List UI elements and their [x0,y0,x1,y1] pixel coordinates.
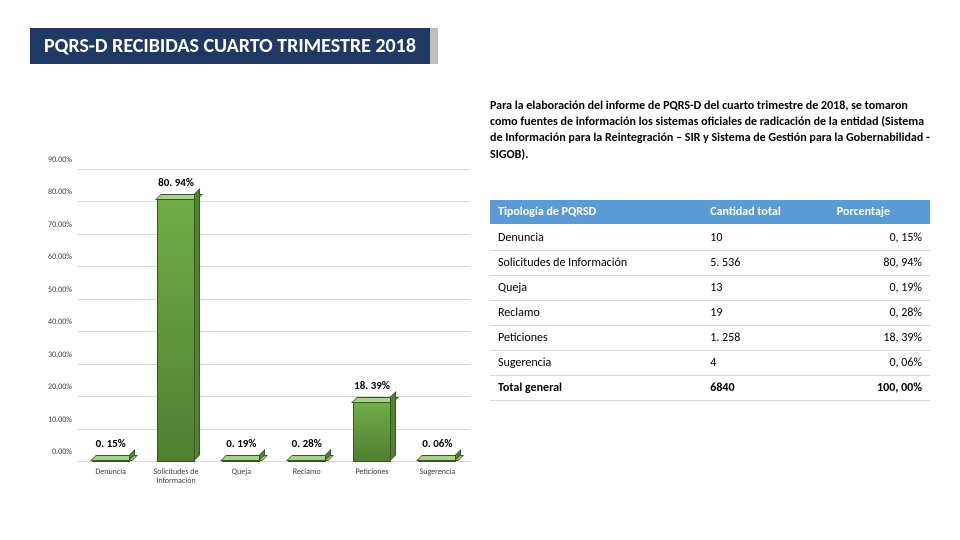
x-axis-label: Sugerencia [405,468,469,477]
y-axis-label: 60.00% [30,252,72,262]
table-cell: 5. 536 [702,251,829,276]
bar-chart: 0.00% 10.00% 20.00% 30.00% 40.00% 50.00% 60.00… [30,170,470,490]
grid-line [78,169,470,170]
y-axis-label: 50.00% [30,285,72,295]
x-axis-label: Reclamo [275,468,339,477]
bar: 80. 94%Solicitudes de Información [157,199,195,462]
y-axis-label: 90.00% [30,155,72,165]
table-row: Reclamo190, 28% [490,301,930,326]
table-cell: 0, 15% [829,225,930,251]
table-cell: 0, 06% [829,351,930,376]
y-axis-label: 40.00% [30,317,72,327]
grid-line [78,396,470,397]
table-row: Sugerencia40, 06% [490,351,930,376]
y-axis-label: 30.00% [30,350,72,360]
y-axis-label: 80.00% [30,187,72,197]
table-header-cell: Cantidad total [702,200,829,225]
bar-value-label: 80. 94% [141,176,211,189]
table-cell: Reclamo [490,301,702,326]
y-axis-label: 70.00% [30,220,72,230]
table-cell: 100, 00% [829,376,930,401]
table-cell: 4 [702,351,829,376]
grid-line [78,331,470,332]
description-text: Para la elaboración del informe de PQRS-… [490,98,930,163]
table-total-row: Total general6840100, 00% [490,376,930,401]
x-axis-label: Denuncia [79,468,143,477]
table-cell: 13 [702,276,829,301]
bar: 18. 39%Peticiones [353,402,391,462]
table-cell: 6840 [702,376,829,401]
grid-line [78,266,470,267]
bar-value-label: 0. 19% [206,437,276,450]
y-axis-label: 0.00% [30,447,72,457]
y-axis-label: 10.00% [30,415,72,425]
y-axis-label: 20.00% [30,382,72,392]
bar: 0. 15%Denuncia [92,460,130,462]
table-cell: 0, 19% [829,276,930,301]
table-cell: Total general [490,376,702,401]
table-cell: 19 [702,301,829,326]
bar: 0. 19%Queja [222,460,260,462]
grid-line [78,201,470,202]
table-header-cell: Porcentaje [829,200,930,225]
table-cell: 1. 258 [702,326,829,351]
table-cell: 18, 39% [829,326,930,351]
table-row: Peticiones1. 25818, 39% [490,326,930,351]
bar-value-label: 18. 39% [337,379,407,392]
table-header-cell: Tipología de PQRSD [490,200,702,225]
table-row: Denuncia100, 15% [490,225,930,251]
table-cell: Solicitudes de Información [490,251,702,276]
grid-line [78,461,470,462]
page-title: PQRS-D RECIBIDAS CUARTO TRIMESTRE 2018 [30,28,438,64]
bar: 0. 28%Reclamo [288,460,326,462]
grid-line [78,364,470,365]
grid-line [78,234,470,235]
grid-line [78,429,470,430]
grid-line [78,299,470,300]
table-cell: 0, 28% [829,301,930,326]
x-axis-label: Peticiones [340,468,404,477]
bar-value-label: 0. 06% [402,437,472,450]
table-cell: 10 [702,225,829,251]
bar: 0. 06%Sugerencia [418,460,456,462]
table-cell: Denuncia [490,225,702,251]
x-axis-label: Queja [209,468,273,477]
bar-value-label: 0. 15% [76,437,146,450]
table-cell: Sugerencia [490,351,702,376]
table-row: Solicitudes de Información5. 53680, 94% [490,251,930,276]
bar-value-label: 0. 28% [272,437,342,450]
x-axis-label: Solicitudes de Información [144,468,208,486]
table-cell: 80, 94% [829,251,930,276]
table-cell: Queja [490,276,702,301]
data-table: Tipología de PQRSDCantidad totalPorcenta… [490,200,930,401]
table-cell: Peticiones [490,326,702,351]
table-row: Queja130, 19% [490,276,930,301]
